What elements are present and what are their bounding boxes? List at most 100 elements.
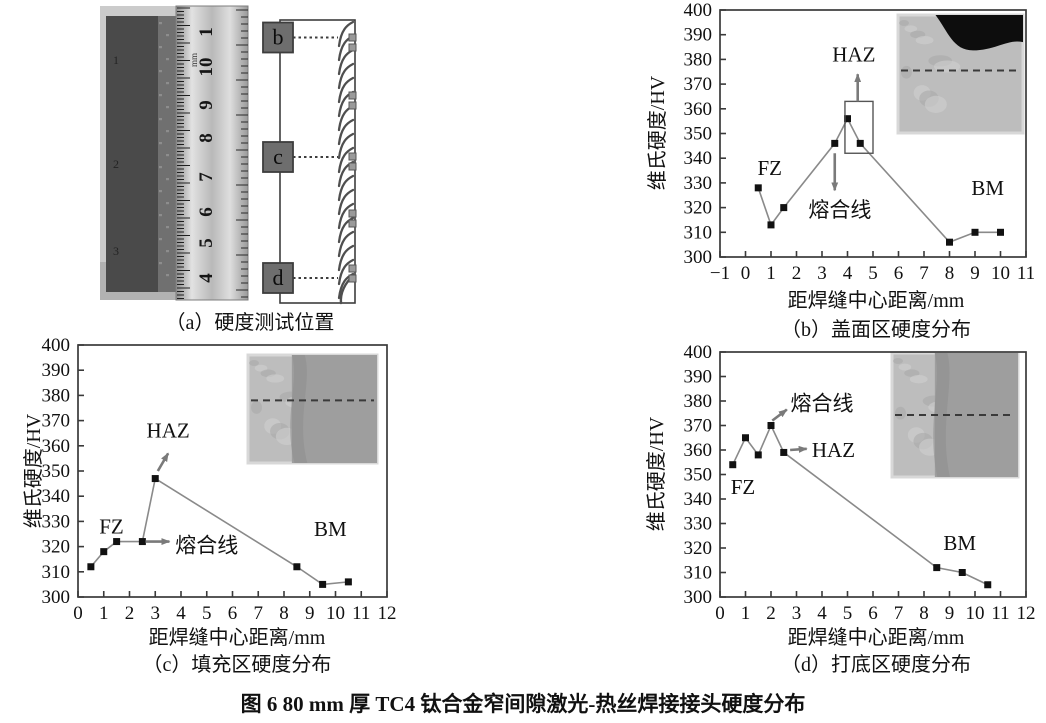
indent-marker bbox=[348, 43, 357, 52]
specimen-photo-and-weld-schematic: 1 2 3 1 10 9 8 7 6 5 4 mm b c d bbox=[100, 5, 357, 305]
texture-blob bbox=[254, 364, 268, 372]
ruler-number: 6 bbox=[196, 207, 217, 217]
seam-speckle bbox=[166, 226, 169, 229]
y-tick-label: 340 bbox=[684, 148, 713, 169]
axes: −1 0 1 2 3 4 5 6 7 8 9 10 11 300 310 320 330 340 350 360 370… bbox=[684, 0, 1036, 284]
x-axis-label-d: 距焊缝中心距离/mm bbox=[787, 627, 965, 649]
annotation-arrow bbox=[156, 452, 170, 472]
data-point bbox=[844, 115, 851, 123]
y-tick-label: 330 bbox=[42, 511, 71, 532]
y-tick-label: 350 bbox=[42, 461, 71, 482]
ruler-number: 4 bbox=[196, 273, 217, 283]
data-point bbox=[856, 139, 864, 147]
weld-cap-surface bbox=[935, 15, 1023, 51]
weld-schematic: b c d bbox=[262, 19, 357, 305]
y-tick-label: 370 bbox=[684, 416, 713, 437]
fill-zone-micrograph-with-fusion-line bbox=[246, 353, 379, 465]
specimen-block bbox=[106, 16, 166, 292]
data-point bbox=[997, 228, 1004, 236]
x-tick-label: 10 bbox=[326, 603, 345, 624]
ruler-number: 1 bbox=[196, 27, 217, 37]
annotations: FZ HAZ 熔合线 BM bbox=[99, 419, 347, 558]
annotation-BM: BM bbox=[314, 517, 347, 541]
indent-marker bbox=[348, 33, 357, 42]
y-tick-label: 360 bbox=[684, 440, 713, 461]
series-line bbox=[757, 116, 1001, 244]
specimen-mark: 3 bbox=[113, 244, 119, 258]
y-tick-label: 310 bbox=[684, 222, 713, 243]
ruler-number: 5 bbox=[196, 238, 217, 248]
hardness-series bbox=[87, 475, 352, 588]
fill-zone-hardness-plot: 0 1 2 3 4 5 6 7 8 9 10 11 12300310320330340350360370… bbox=[42, 335, 397, 624]
y-tick-label: 350 bbox=[684, 124, 713, 145]
annotation-熔合线: 熔合线 bbox=[808, 198, 871, 222]
seam-speckle bbox=[166, 58, 169, 61]
x-tick-label: 7 bbox=[254, 603, 264, 624]
ruler-number: 10 bbox=[196, 58, 217, 77]
cap-zone-hardness-plot: −1 0 1 2 3 4 5 6 7 8 9 10 11 300 310 320 330 340 350 360 370… bbox=[684, 0, 1036, 284]
texture-blob bbox=[900, 65, 912, 79]
steel-ruler: 1 10 9 8 7 6 5 4 mm bbox=[175, 5, 249, 301]
x-tick-label: 4 bbox=[843, 263, 853, 284]
seam-speckle bbox=[166, 250, 169, 253]
weld-pass-arc bbox=[337, 230, 355, 258]
x-tick-label: 1 bbox=[741, 603, 751, 624]
indent-marker bbox=[348, 152, 357, 161]
x-tick-label: 9 bbox=[305, 603, 315, 624]
weld-pass-arc bbox=[337, 132, 355, 160]
x-tick-label: 3 bbox=[151, 603, 161, 624]
data-point bbox=[754, 451, 762, 459]
y-tick-label: 360 bbox=[42, 436, 71, 457]
y-tick-label: 340 bbox=[42, 486, 71, 507]
seam-speckle bbox=[159, 238, 162, 241]
data-point bbox=[87, 563, 95, 571]
weld-pass-arc bbox=[337, 62, 355, 90]
y-tick-label: 330 bbox=[684, 514, 713, 535]
annotation-熔合线: 熔合线 bbox=[175, 533, 238, 557]
weld-pass-arc bbox=[337, 188, 355, 216]
position-label-d: d bbox=[273, 265, 284, 290]
x-tick-label: 8 bbox=[279, 603, 289, 624]
data-point bbox=[100, 548, 108, 556]
position-box bbox=[262, 141, 294, 173]
annotation-FZ: FZ bbox=[731, 475, 756, 499]
x-tick-label: 2 bbox=[125, 603, 135, 624]
data-point bbox=[754, 184, 762, 192]
y-tick-label: 350 bbox=[684, 465, 713, 486]
y-tick-label: 380 bbox=[42, 385, 71, 406]
indent-marker bbox=[348, 162, 357, 171]
weld-pass-arc bbox=[337, 216, 355, 244]
panel-a-caption: （a）硬度测试位置 bbox=[165, 312, 335, 334]
annotation-FZ: FZ bbox=[757, 156, 782, 180]
y-tick-label: 360 bbox=[684, 99, 713, 120]
axes: 0 1 2 3 4 5 6 7 8 9 10 11 12300310320330340350360370… bbox=[42, 335, 397, 624]
seam-speckle bbox=[159, 262, 162, 265]
annotation-BM: BM bbox=[971, 176, 1004, 200]
weld-pass-arc bbox=[337, 76, 355, 104]
x-tick-label: 5 bbox=[202, 603, 212, 624]
panel-b-caption: （b）盖面区硬度分布 bbox=[781, 319, 971, 341]
annotation-HAZ: HAZ bbox=[147, 419, 190, 443]
seam-speckle bbox=[166, 154, 169, 157]
indent-marker bbox=[348, 264, 357, 273]
weld-pass-arc bbox=[337, 118, 355, 146]
hardness-series bbox=[729, 422, 992, 589]
data-point bbox=[958, 569, 966, 576]
y-tick-label: 300 bbox=[684, 247, 713, 268]
x-tick-label: 7 bbox=[894, 603, 904, 624]
annotation-HAZ: HAZ bbox=[832, 42, 875, 66]
seam-speckle bbox=[159, 22, 162, 25]
texture-blob bbox=[893, 358, 903, 364]
y-tick-label: 380 bbox=[684, 391, 713, 412]
annotation-FZ: FZ bbox=[99, 514, 124, 538]
seam-speckle bbox=[159, 166, 162, 169]
data-point bbox=[831, 139, 839, 147]
x-tick-label: 8 bbox=[919, 603, 929, 624]
weld-pass-arc bbox=[337, 174, 355, 202]
data-point bbox=[780, 448, 788, 456]
x-tick-label: 2 bbox=[766, 603, 776, 624]
seam-speckle bbox=[166, 274, 169, 277]
texture-blob bbox=[249, 360, 259, 366]
x-tick-label: 0 bbox=[715, 603, 725, 624]
